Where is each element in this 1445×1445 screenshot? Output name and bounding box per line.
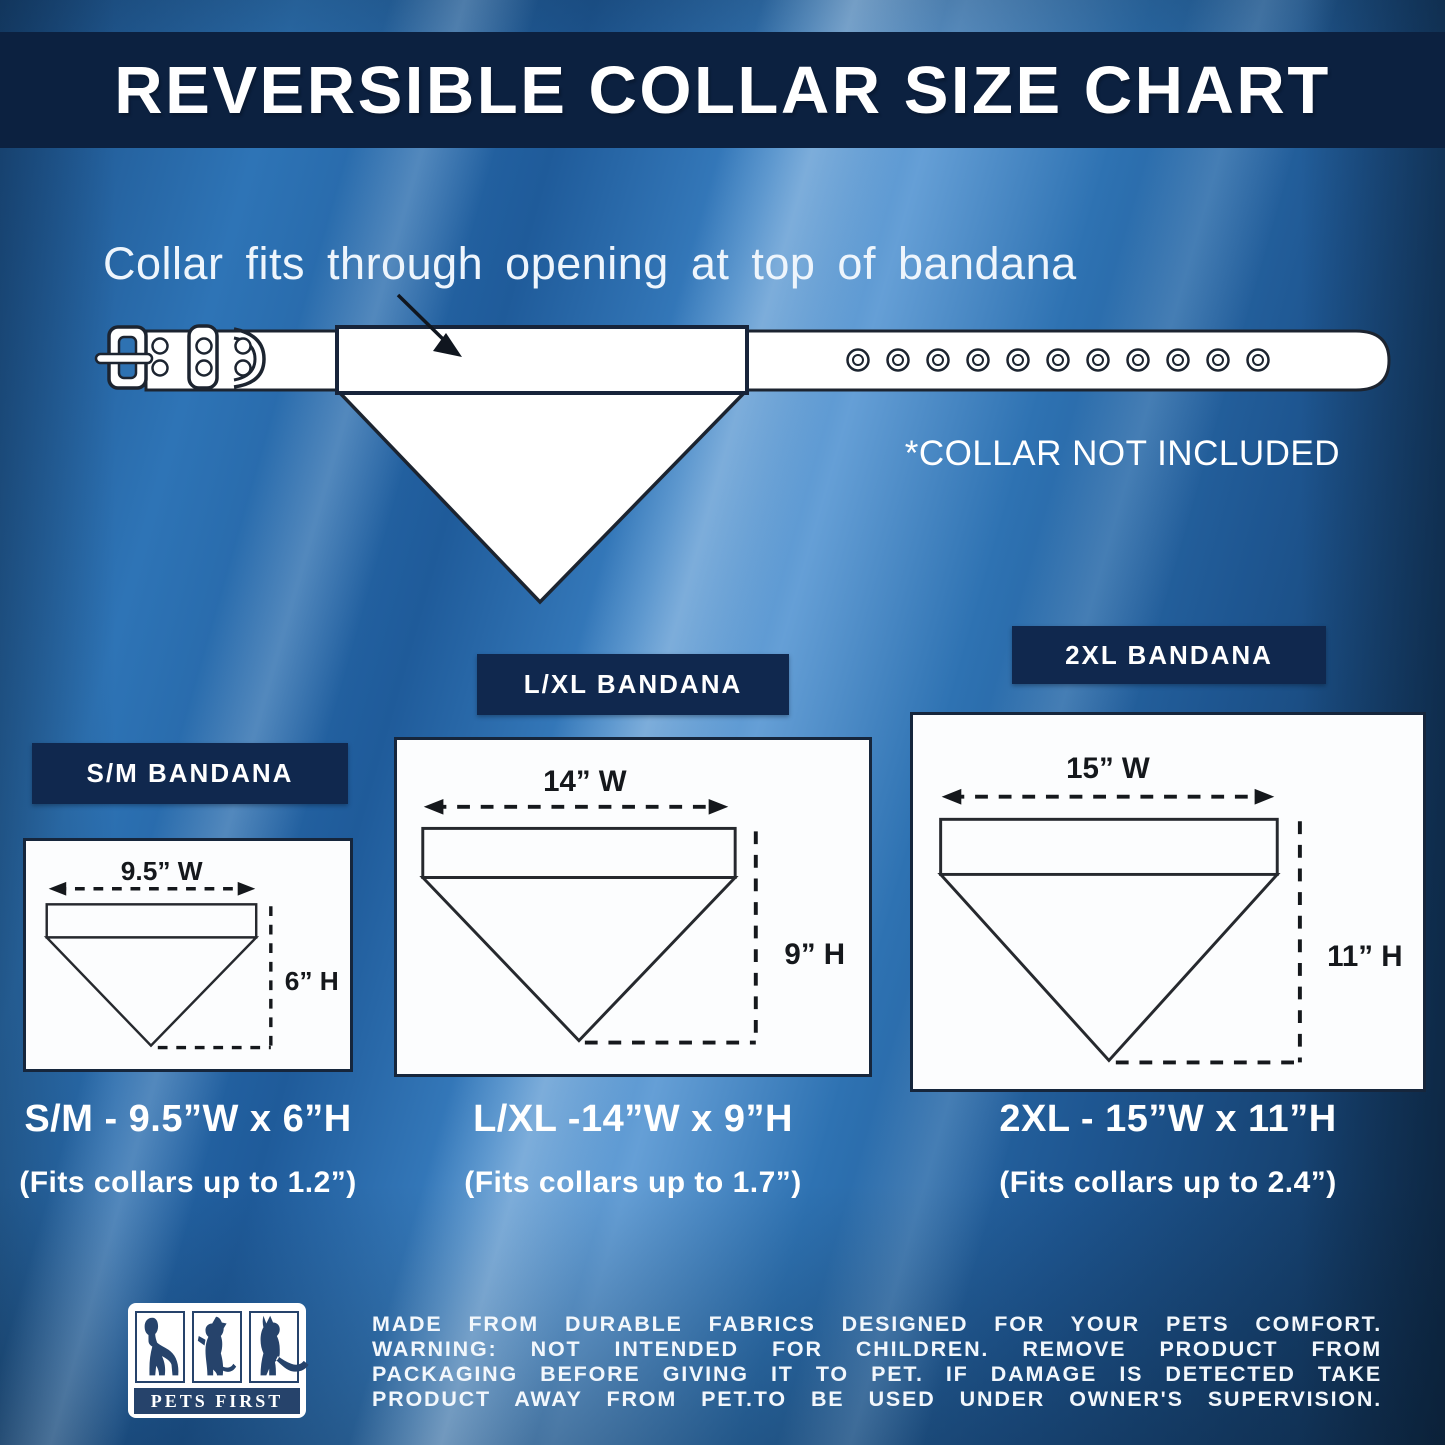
collar-illustration [94,293,1391,605]
size-label-lxl: L/XL BANDANA [477,654,789,715]
bandana-triangle [335,391,749,605]
warning-line-1: MADE FROM DURABLE FABRICS DESIGNED FOR Y… [372,1312,1382,1336]
warning-line-3: PACKAGING BEFORE GIVING IT TO PET. IF DA… [372,1362,1382,1386]
pointer-arrow-icon [396,293,462,357]
brand-name: PETS FIRST [150,1390,284,1411]
size-panel-2xl: 15” W 11” H [910,712,1426,1092]
warning-text: MADE FROM DURABLE FABRICS DESIGNED FOR Y… [372,1312,1382,1412]
collar-adjustment-holes [846,348,1270,372]
buckle-prong [94,352,154,365]
buckle-holes [151,337,252,377]
logo-frame-2 [192,1311,242,1383]
logo-frame-1 [135,1311,185,1383]
sitting-dog-icon [144,1317,179,1376]
collar-keeper-loop [187,324,219,390]
title-band: REVERSIBLE COLLAR SIZE CHART [0,32,1445,148]
sm-height-label: 6” H [285,966,339,996]
collar-strap [144,329,1391,392]
2xl-width-label: 15” W [1066,752,1150,785]
size-label-2xl: 2XL BANDANA [1012,626,1326,684]
size-label-lxl-text: L/XL BANDANA [523,669,743,699]
lxl-width-label: 14” W [543,765,627,798]
caption-lxl: L/XL -14”W x 9”H [473,1098,793,1140]
bandana-band [335,325,749,395]
size-diagram-2xl: 15” W 11” H [937,752,1403,1065]
logo-frame-3 [249,1311,309,1383]
page-title: REVERSIBLE COLLAR SIZE CHART [114,52,1331,128]
fits-2xl: (Fits collars up to 2.4”) [999,1166,1337,1199]
fits-lxl: (Fits collars up to 1.7”) [464,1166,802,1199]
logo-dog-frames [135,1311,309,1383]
size-diagram-sm: 9.5” W 6” H [43,856,339,1050]
size-panel-lxl: 14” W 9” H [394,737,872,1077]
fits-sm: (Fits collars up to 1.2”) [19,1166,357,1199]
warning-line-4: PRODUCT AWAY FROM PET.TO BE USED UNDER O… [372,1387,1382,1411]
shepherd-dog-icon [260,1315,309,1376]
logo-text-bar: PETS FIRST [134,1388,300,1414]
collar-not-included-note: *COLLAR NOT INCLUDED [904,434,1340,473]
lxl-height-label: 9” H [784,938,845,971]
size-label-sm: S/M BANDANA [32,743,348,804]
pets-first-logo: PETS FIRST [128,1303,309,1418]
sm-width-label: 9.5” W [121,856,203,886]
2xl-height-label: 11” H [1327,940,1402,973]
instruction-heading: Collar fits through opening at top of ba… [103,238,1077,289]
caption-2xl: 2XL - 15”W x 11”H [999,1098,1337,1140]
begging-dog-icon [197,1316,237,1376]
caption-sm: S/M - 9.5”W x 6”H [24,1098,352,1140]
warning-line-2: WARNING: NOT INTENDED FOR CHILDREN. REMO… [372,1337,1382,1361]
size-diagram-lxl: 14” W 9” H [419,765,845,1045]
size-label-sm-text: S/M BANDANA [86,758,294,788]
size-panel-sm: 9.5” W 6” H [23,838,353,1072]
size-label-2xl-text: 2XL BANDANA [1065,639,1273,670]
collar-d-ring [233,327,266,389]
